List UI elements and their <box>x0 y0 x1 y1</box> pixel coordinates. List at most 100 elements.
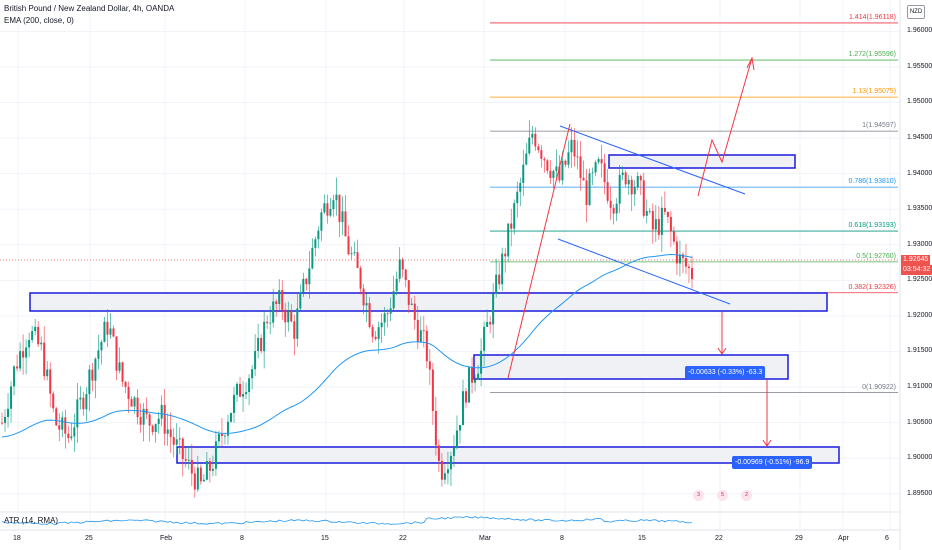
candle-body <box>672 231 675 242</box>
candle-body <box>1 422 3 424</box>
candle-body <box>389 308 392 314</box>
price-tick: 1.92000 <box>907 311 932 319</box>
ema-line <box>1 253 693 438</box>
candle-body <box>368 303 371 328</box>
channel-upper-line[interactable] <box>559 125 746 195</box>
candle-body <box>226 421 229 436</box>
candle-body <box>501 253 504 285</box>
candle-body <box>422 330 425 332</box>
currency-badge[interactable]: NZD <box>907 5 925 19</box>
current-price-badge: 1.92645 <box>901 255 931 265</box>
candle-body <box>293 321 296 339</box>
candle-body <box>528 137 531 154</box>
time-tick: 8 <box>240 535 244 542</box>
candle-body <box>537 146 540 151</box>
fib-level-label: 0.382(1.92326) <box>848 283 896 291</box>
candle-body <box>233 394 236 414</box>
candle-body <box>100 341 103 351</box>
candle-body <box>70 436 73 439</box>
price-tick: 1.93500 <box>907 205 932 213</box>
candle-body <box>311 247 314 269</box>
projection-arrows[interactable] <box>507 56 772 447</box>
candle-body <box>636 175 639 188</box>
fib-level-label: 1(1.94597) <box>862 122 896 130</box>
candle-body <box>416 319 419 342</box>
candle-body <box>350 253 353 255</box>
candle-body <box>208 461 211 471</box>
time-tick: Mar <box>479 535 492 542</box>
candle-body <box>187 459 190 461</box>
candle-body <box>287 311 290 323</box>
support-zone-1[interactable] <box>29 292 828 312</box>
candle-body <box>654 219 657 230</box>
candle-body <box>660 207 663 235</box>
time-tick: 22 <box>399 535 407 542</box>
candle-body <box>627 179 630 185</box>
candle-body <box>570 139 573 153</box>
candle-body <box>591 172 594 174</box>
candle-body <box>338 194 341 222</box>
time-tick: 6 <box>885 535 889 542</box>
candle-body <box>193 473 196 490</box>
candle-body <box>576 156 579 158</box>
candle-body <box>67 433 70 439</box>
candle-body <box>642 180 645 216</box>
candle-body <box>371 327 374 337</box>
candle-body <box>94 358 97 381</box>
candle-body <box>407 280 410 305</box>
candle-body <box>211 468 214 471</box>
channel-lower-line[interactable] <box>557 238 731 305</box>
candle-body <box>37 326 40 345</box>
candle-body <box>55 408 58 426</box>
candlestick-series <box>1 120 693 498</box>
candle-body <box>341 211 344 222</box>
candle-body <box>440 460 443 480</box>
candle-body <box>52 393 55 409</box>
candle-body <box>166 429 169 434</box>
candle-body <box>127 386 130 400</box>
measure-label-1[interactable]: -0.00633 (-0.33%) -63.3 <box>685 366 766 379</box>
candle-body <box>395 278 398 292</box>
candle-body <box>49 369 52 394</box>
candle-body <box>483 326 486 351</box>
resistance-zone[interactable] <box>608 154 796 169</box>
candle-body <box>437 445 440 461</box>
chart-title: British Pound / New Zealand Dollar, 4h, … <box>4 4 175 13</box>
candle-body <box>151 425 154 432</box>
candle-body <box>130 399 133 407</box>
candle-body <box>112 328 115 337</box>
candle-body <box>621 172 624 176</box>
candle-body <box>190 459 193 474</box>
split-icon[interactable]: 2 <box>741 490 752 501</box>
candle-body <box>136 397 139 418</box>
dividend-icon[interactable]: 3 <box>693 490 704 501</box>
candle-body <box>73 427 76 437</box>
candle-body <box>103 321 106 342</box>
candle-body <box>681 254 684 259</box>
candle-body <box>489 322 492 325</box>
candle-body <box>410 303 413 305</box>
earnings-icon[interactable]: 5 <box>717 490 728 501</box>
support-zone-3[interactable] <box>176 446 840 464</box>
candle-body <box>320 212 323 231</box>
indicator-label[interactable]: EMA (200, close, 0) <box>4 16 74 25</box>
atr-label[interactable]: ATR (14, RMA) <box>4 516 59 525</box>
candle-body <box>308 268 311 285</box>
candle-body <box>498 274 501 285</box>
candle-body <box>278 290 281 305</box>
measure-label-2[interactable]: -0.00969 (-0.51%) -96.9 <box>732 456 813 469</box>
candle-body <box>413 303 416 320</box>
candle-body <box>513 203 516 229</box>
price-tick: 1.94000 <box>907 169 932 177</box>
candle-body <box>25 347 28 358</box>
candle-body <box>603 163 606 183</box>
fib-retracement[interactable] <box>490 22 898 394</box>
candle-body <box>392 291 395 309</box>
candle-body <box>374 336 377 339</box>
candle-body <box>4 416 7 423</box>
candle-body <box>645 210 648 216</box>
time-tick: Apr <box>838 535 849 542</box>
candle-body <box>91 369 94 381</box>
candle-body <box>398 259 401 279</box>
